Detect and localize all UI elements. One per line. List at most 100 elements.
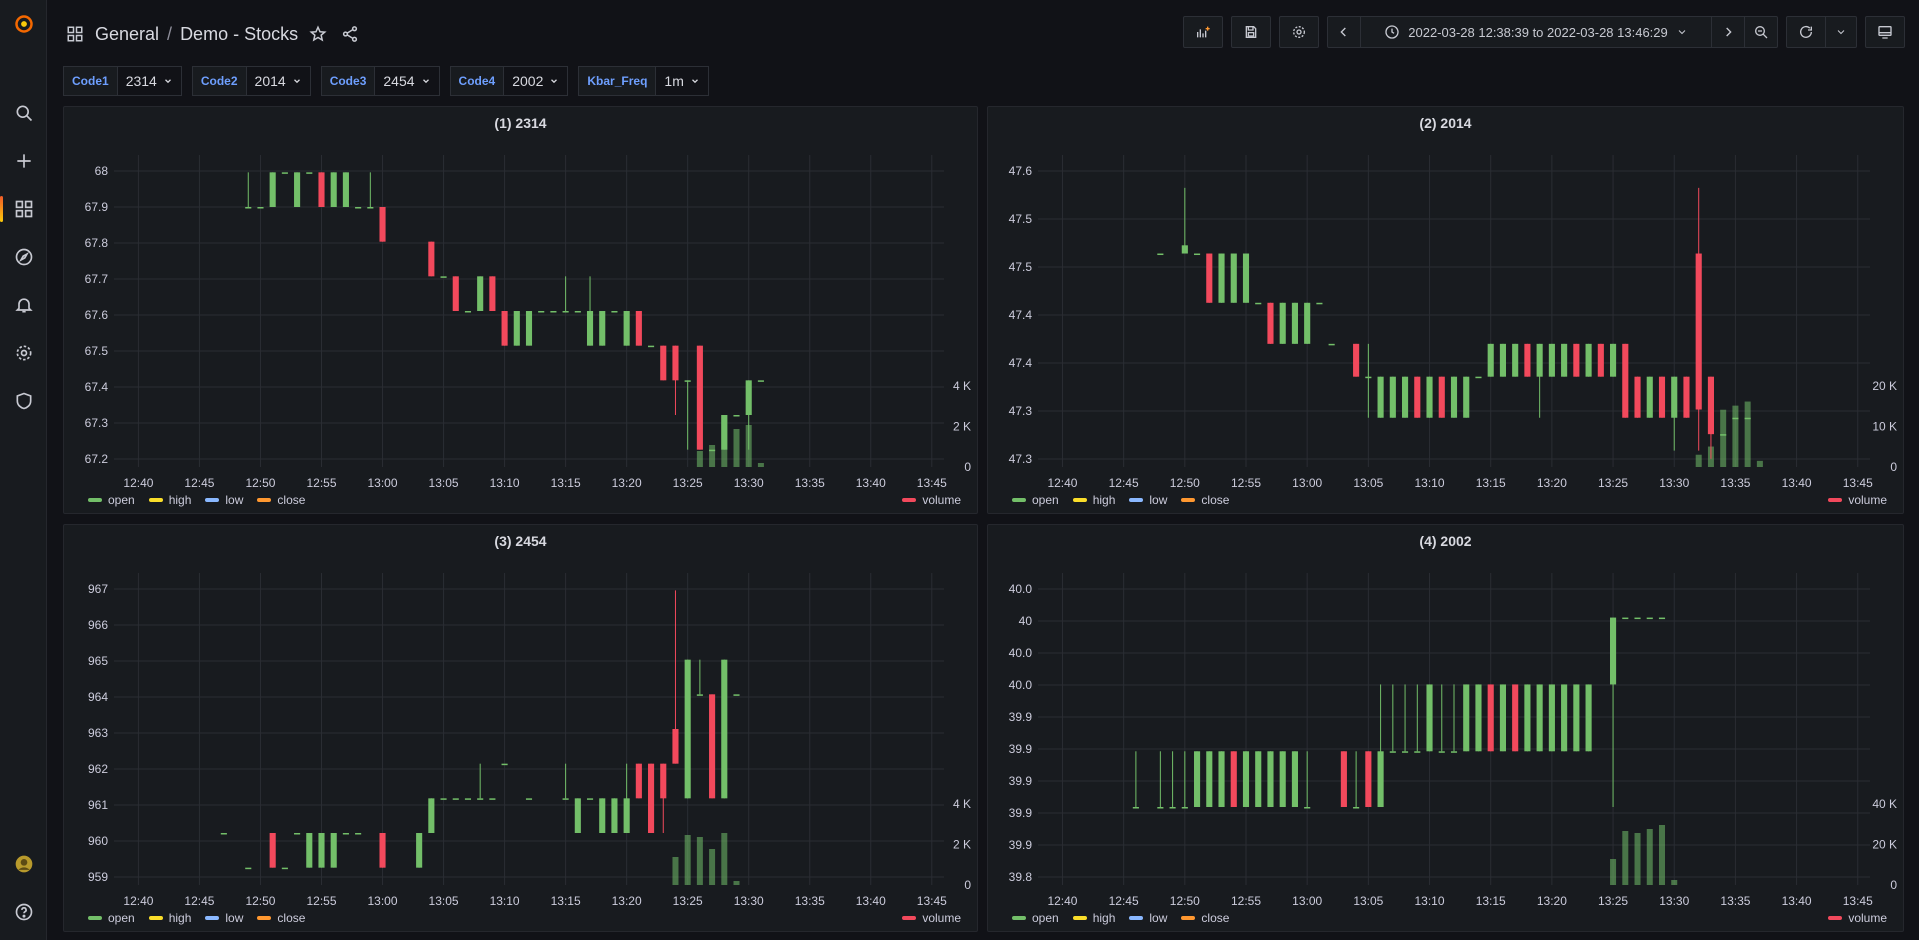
time-range-picker[interactable]: 2022-03-28 12:38:39 to 2022-03-28 13:46:… bbox=[1360, 16, 1712, 48]
candlestick-chart: 12:40 12:45 12:50 12:55 13:00 13:05 13:10 13:15… bbox=[1009, 155, 1897, 490]
dashboard-title[interactable]: Demo - Stocks bbox=[180, 23, 299, 44]
candle-body bbox=[1426, 684, 1433, 752]
legend-item-low[interactable]: low bbox=[205, 911, 243, 925]
x-tick-label: 13:45 bbox=[1843, 476, 1873, 490]
legend-item-high[interactable]: high bbox=[1072, 911, 1115, 925]
avatar-icon[interactable] bbox=[0, 845, 47, 883]
variable-value: 2314 bbox=[125, 73, 157, 89]
legend-item-close[interactable]: close bbox=[1181, 493, 1229, 507]
legend-item-low[interactable]: low bbox=[205, 493, 243, 507]
refresh-button[interactable] bbox=[1786, 16, 1826, 48]
candle-body bbox=[489, 276, 496, 311]
variable-select[interactable]: 2002 bbox=[504, 66, 569, 96]
candle-body bbox=[623, 311, 630, 346]
add-panel-button[interactable] bbox=[1183, 16, 1223, 48]
candle-body bbox=[1573, 343, 1580, 377]
panel-title[interactable]: (1) 2314 bbox=[494, 115, 547, 131]
candle-body bbox=[1683, 376, 1690, 418]
candle-body bbox=[1181, 245, 1188, 254]
chart-panel: (3) 2454 12:40 12:45 12:50 12:55 13:00 13:05 1… bbox=[63, 524, 978, 932]
candle-body bbox=[1634, 617, 1641, 620]
chevron-down-icon bbox=[551, 79, 558, 84]
volume-tick-label: 40 K bbox=[1872, 797, 1897, 811]
legend-item-open[interactable]: open bbox=[88, 493, 135, 507]
y-tick-label: 40.0 bbox=[1009, 582, 1033, 596]
legend-item-close[interactable]: close bbox=[257, 493, 305, 507]
search-icon[interactable] bbox=[0, 94, 47, 132]
gear-icon[interactable] bbox=[0, 334, 47, 372]
chevron-left-icon bbox=[1340, 27, 1346, 37]
dashboards-icon[interactable] bbox=[0, 190, 47, 228]
time-back-button[interactable] bbox=[1327, 16, 1361, 48]
variable-label: Code1 bbox=[63, 66, 118, 96]
bell-icon[interactable] bbox=[0, 286, 47, 324]
x-tick-label: 12:50 bbox=[1170, 476, 1200, 490]
legend-item-volume[interactable]: volume bbox=[1828, 493, 1887, 507]
candle-body bbox=[1230, 253, 1237, 303]
variable-select[interactable]: 2454 bbox=[375, 66, 440, 96]
zoom-out-icon bbox=[1755, 26, 1768, 39]
panel-title[interactable]: (2) 2014 bbox=[1419, 115, 1472, 131]
legend-item-low[interactable]: low bbox=[1129, 493, 1167, 507]
legend-item-open[interactable]: open bbox=[88, 911, 135, 925]
legend-item-volume[interactable]: volume bbox=[1828, 911, 1887, 925]
variable-select[interactable]: 2014 bbox=[246, 66, 311, 96]
candle-body bbox=[721, 659, 728, 799]
x-tick-label: 13:15 bbox=[551, 476, 581, 490]
candle-body bbox=[599, 311, 606, 346]
star-icon[interactable] bbox=[306, 22, 330, 46]
legend-item-open[interactable]: open bbox=[1012, 911, 1059, 925]
legend-item-volume[interactable]: volume bbox=[902, 911, 961, 925]
legend-item-open[interactable]: open bbox=[1012, 493, 1059, 507]
y-tick-label: 962 bbox=[88, 762, 108, 776]
volume-tick-label: 0 bbox=[964, 460, 971, 474]
candle-body bbox=[1548, 684, 1555, 752]
dashboard-settings-button[interactable] bbox=[1279, 16, 1319, 48]
save-dashboard-button[interactable] bbox=[1231, 16, 1271, 48]
y-tick-label: 40 bbox=[1019, 614, 1033, 628]
compass-icon[interactable] bbox=[0, 238, 47, 276]
panel-title[interactable]: (3) 2454 bbox=[494, 533, 547, 549]
legend-item-close[interactable]: close bbox=[257, 911, 305, 925]
time-forward-button[interactable] bbox=[1711, 16, 1745, 48]
candle-body bbox=[1610, 617, 1617, 685]
breadcrumb-separator: / bbox=[167, 23, 173, 44]
zoom-out-button[interactable] bbox=[1744, 16, 1778, 48]
x-tick-label: 13:25 bbox=[673, 476, 703, 490]
candle-body bbox=[452, 798, 459, 800]
refresh-interval-dropdown[interactable] bbox=[1825, 16, 1857, 48]
variable-select[interactable]: 2314 bbox=[117, 66, 182, 96]
y-tick-label: 39.9 bbox=[1009, 806, 1033, 820]
grafana-logo-icon[interactable] bbox=[0, 5, 47, 43]
tv-mode-button[interactable] bbox=[1865, 16, 1905, 48]
shield-icon[interactable] bbox=[0, 382, 47, 420]
candle-body bbox=[342, 833, 349, 835]
variable-label: Code2 bbox=[191, 66, 247, 96]
legend-item-volume[interactable]: volume bbox=[902, 493, 961, 507]
side-nav bbox=[0, 0, 47, 940]
panel-title[interactable]: (4) 2002 bbox=[1419, 533, 1472, 549]
legend-item-high[interactable]: high bbox=[1072, 493, 1115, 507]
share-icon[interactable] bbox=[338, 22, 362, 46]
volume-tick-label: 20 K bbox=[1872, 379, 1897, 393]
candle-body bbox=[1304, 302, 1311, 344]
x-tick-label: 12:55 bbox=[306, 476, 336, 490]
x-tick-label: 13:30 bbox=[1659, 894, 1689, 908]
legend-item-high[interactable]: high bbox=[148, 911, 191, 925]
y-tick-label: 67.9 bbox=[85, 200, 109, 214]
candle-body bbox=[1389, 751, 1396, 753]
variable-value: 1m bbox=[664, 73, 684, 89]
candle-body bbox=[1438, 751, 1445, 753]
legend-item-close[interactable]: close bbox=[1181, 911, 1229, 925]
breadcrumb-folder[interactable]: General bbox=[95, 23, 160, 44]
candle-body bbox=[1242, 253, 1250, 303]
plus-icon[interactable] bbox=[0, 142, 47, 180]
volume-bar bbox=[709, 849, 716, 885]
candle-body bbox=[586, 798, 594, 800]
legend-item-high[interactable]: high bbox=[148, 493, 191, 507]
variable-value: 2454 bbox=[383, 73, 415, 89]
variable-select[interactable]: 1m bbox=[656, 66, 709, 96]
help-icon[interactable] bbox=[0, 893, 47, 931]
legend-item-low[interactable]: low bbox=[1129, 911, 1167, 925]
candle-body bbox=[1218, 751, 1225, 807]
